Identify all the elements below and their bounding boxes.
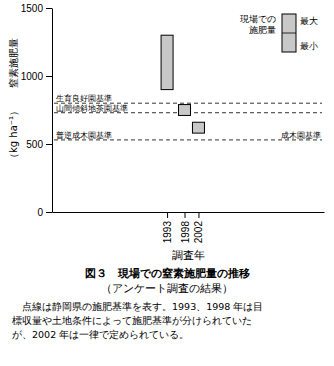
title: 図３ 現場での窒素施肥量の推移 xyxy=(85,267,250,280)
range-box xyxy=(179,105,191,116)
annotations-layer: 生育良好園基準山間傾斜地茶園基準普逆成木園基準 成木園基準 xyxy=(56,94,321,140)
y-tick: 500 xyxy=(26,139,52,150)
legend-title: 現場での xyxy=(240,14,276,24)
reference-label: 山間傾斜地茶園基準 xyxy=(56,104,128,113)
annotation: 点線は静岡県の施肥基準を表す。1993、1998 年は目 xyxy=(22,301,263,312)
legend: 現場での施肥量 最大最小 xyxy=(240,14,318,52)
range-box xyxy=(192,122,204,133)
legend-title: 施肥量 xyxy=(249,25,276,35)
x-tick-label: 2002 xyxy=(193,221,204,244)
y-tick: 0 xyxy=(37,207,52,218)
x-axis-title: 調査年 xyxy=(172,249,205,262)
chart: 1993 19982002 0 500 1000 1500 生育良好園基準山間傾斜地茶園基準… xyxy=(0,0,334,366)
x-tick-mark xyxy=(185,212,186,218)
x-tick-label: 1993 xyxy=(162,221,173,244)
x-tick-label: 1998 xyxy=(180,221,191,244)
y-tick-label: 500 xyxy=(26,139,43,150)
y-tick-mark xyxy=(46,76,52,77)
y-tick-label: 1500 xyxy=(21,3,44,14)
x-tick: 1998 xyxy=(180,212,191,243)
annotation: が、2002 年は一律で定められている。 xyxy=(12,329,189,340)
y-tick-mark xyxy=(46,144,52,145)
reference-label: 生育良好園基準 xyxy=(56,94,112,103)
reference-label: 普逆成木園基準 xyxy=(56,131,112,140)
legend-label: 最大 xyxy=(300,16,318,26)
legend-divider xyxy=(282,33,296,34)
range-box xyxy=(161,35,173,89)
reference-label: 成木園基準 xyxy=(281,131,321,140)
y-tick-label: 0 xyxy=(37,207,43,218)
x-tick-mark xyxy=(198,212,199,218)
x-axis: 1993 19982002 xyxy=(53,212,325,243)
x-axis-line xyxy=(53,212,325,213)
annotation: 標収量や土地条件によって施肥基準が分けられていた xyxy=(12,315,252,326)
y-axis: 0 500 1000 1500 xyxy=(21,3,53,218)
y-axis-title: （kg ha⁻¹） xyxy=(8,106,19,163)
legend-label: 最小 xyxy=(300,41,318,51)
y-tick: 1000 xyxy=(21,71,52,82)
y-tick-mark xyxy=(46,212,52,213)
x-tick: 2002 xyxy=(193,212,204,243)
legend-swatch xyxy=(282,14,296,52)
x-tick-mark xyxy=(167,212,168,218)
subtitle: （アンケート調査の結果） xyxy=(101,282,233,295)
x-tick: 1993 xyxy=(162,212,173,243)
y-axis-title: 窒素施肥量 xyxy=(8,38,19,88)
y-tick: 1500 xyxy=(21,3,52,14)
y-tick-label: 1000 xyxy=(21,71,44,82)
y-tick-mark xyxy=(46,8,52,9)
y-axis-line xyxy=(52,9,53,213)
